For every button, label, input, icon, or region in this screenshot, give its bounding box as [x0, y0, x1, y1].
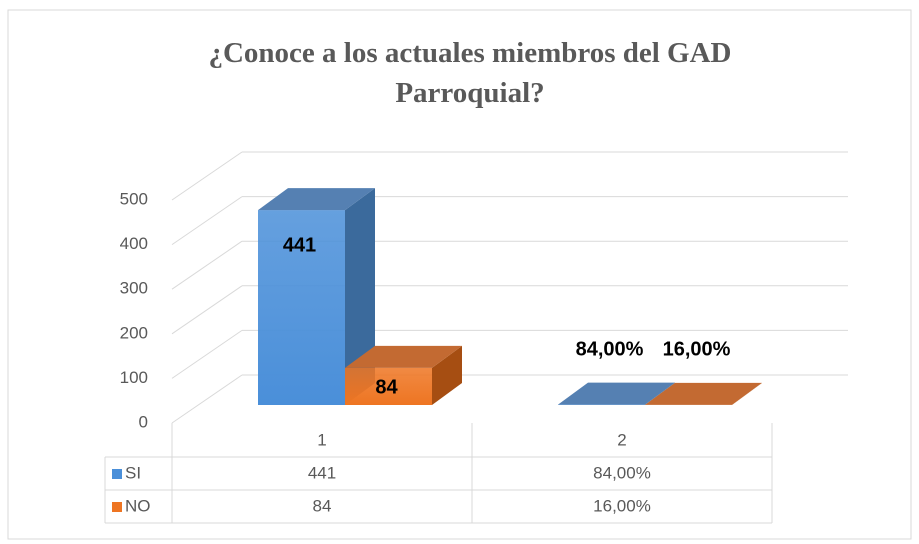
- data-label: 84,00%: [576, 338, 644, 360]
- legend-swatch: [112, 469, 122, 479]
- table-cell: 16,00%: [593, 496, 651, 515]
- table-cell: 84: [313, 496, 332, 515]
- y-tick-label: 400: [120, 234, 148, 253]
- bar-top: [558, 382, 675, 405]
- bar: [345, 367, 432, 405]
- table-cell: 84,00%: [593, 463, 651, 482]
- y-tick-label: 500: [120, 189, 148, 208]
- bar-side: [432, 345, 462, 405]
- grid-line: [171, 285, 243, 335]
- bar-side: [345, 188, 375, 405]
- data-label: 84: [375, 377, 398, 399]
- legend-label: NO: [125, 496, 151, 515]
- grid-line: [171, 151, 243, 201]
- data-label: 16,00%: [663, 338, 731, 360]
- chart-border: [7, 9, 912, 540]
- y-tick-label: 200: [120, 323, 148, 342]
- y-tick-label: 0: [139, 412, 148, 431]
- x-tick-label: 2: [617, 430, 626, 449]
- table-cell: 441: [308, 463, 336, 482]
- bar-side: [645, 382, 675, 405]
- y-tick-label: 300: [120, 279, 148, 298]
- legend-label: SI: [125, 463, 141, 482]
- bar: [258, 210, 345, 405]
- data-label: 441: [283, 234, 316, 256]
- x-tick-label: 1: [317, 430, 326, 449]
- bar-top: [345, 345, 462, 368]
- bar-top: [645, 382, 762, 405]
- grid-line: [171, 374, 243, 424]
- grid-line: [171, 196, 243, 246]
- bar-side: [732, 382, 762, 405]
- legend-swatch: [112, 502, 122, 512]
- grid-line: [171, 240, 243, 290]
- y-tick-label: 100: [120, 368, 148, 387]
- chart-title: ¿Conoce a los actuales miembros del GAD P…: [208, 37, 731, 109]
- bar-top: [258, 188, 375, 211]
- grid-line: [171, 329, 243, 379]
